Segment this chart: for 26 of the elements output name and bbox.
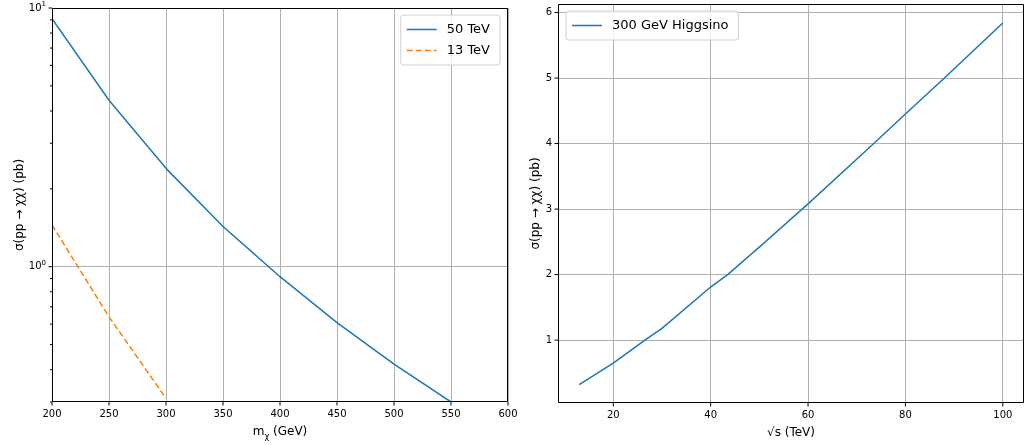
- x-tick-label: 100: [993, 408, 1013, 420]
- legend-label: 13 TeV: [446, 41, 491, 57]
- x-tick-label: 500: [384, 407, 404, 419]
- y-tick-label: 4: [545, 137, 553, 149]
- x-tick-label: 20: [606, 408, 620, 420]
- x-tick-label: 250: [99, 407, 119, 419]
- y-axis-title: σ(pp → χχ) (pb): [528, 157, 543, 250]
- y-tick-label: 5: [545, 71, 553, 83]
- x-axis-title: √s (TeV): [767, 425, 815, 440]
- x-tick-label: 80: [899, 408, 912, 420]
- x-tick-label: 200: [42, 407, 62, 419]
- y-tick-label: 1: [545, 333, 553, 345]
- y-tick-label: 6: [545, 6, 553, 18]
- x-tick-label: 350: [213, 407, 233, 419]
- x-tick-label: 550: [441, 407, 461, 419]
- x-tick-label: 600: [498, 407, 518, 419]
- x-tick-label: 40: [704, 408, 718, 420]
- y-axis-title: σ(pp → χχ) (pb): [12, 158, 27, 252]
- x-tick-label: 450: [327, 407, 347, 419]
- legend-label: 50 TeV: [446, 20, 491, 36]
- x-tick-label: 300: [156, 407, 176, 419]
- x-tick-label: 400: [270, 407, 290, 419]
- x-tick-label: 60: [801, 408, 815, 420]
- legend-label: 300 GeV Higgsino: [612, 16, 729, 32]
- y-tick-label: 2: [545, 268, 553, 280]
- y-tick-label: 3: [545, 202, 553, 214]
